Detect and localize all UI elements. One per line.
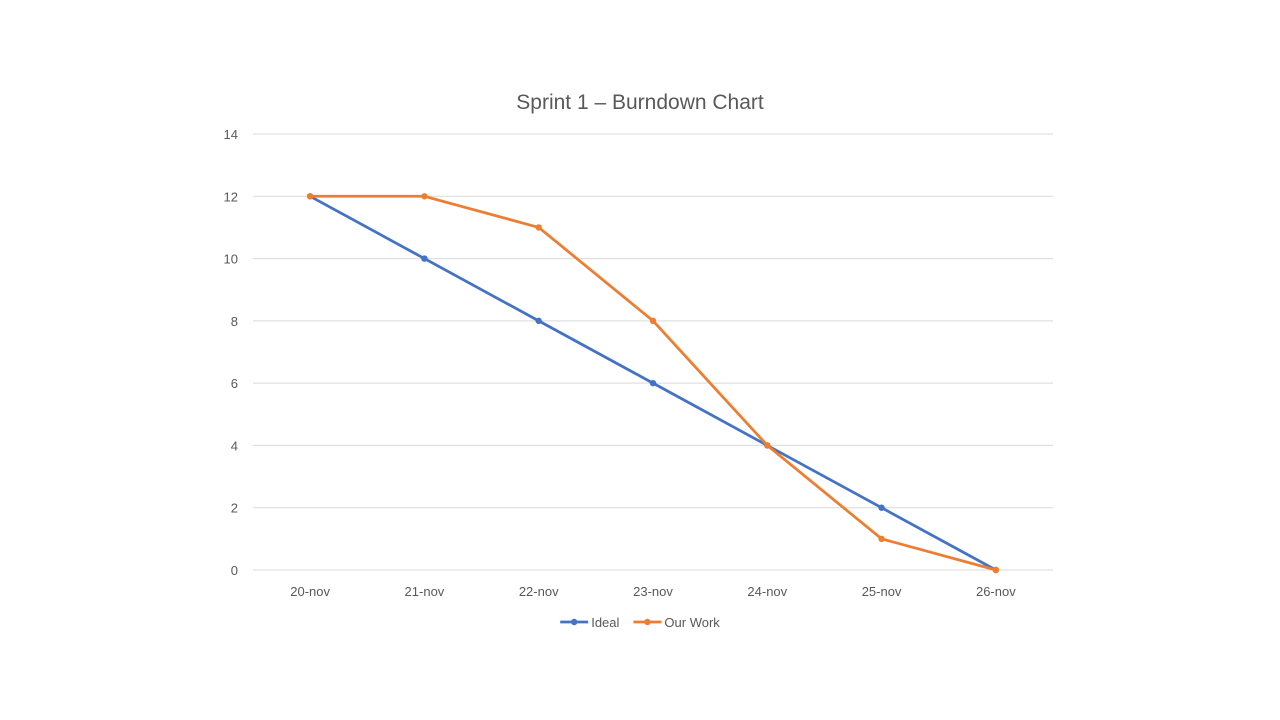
x-tick-label: 21-nov bbox=[405, 584, 445, 599]
x-tick-label: 25-nov bbox=[862, 584, 902, 599]
legend-label: Our Work bbox=[664, 615, 720, 630]
y-tick-label: 4 bbox=[231, 438, 238, 453]
x-axis-tick-labels: 20-nov 21-nov 22-nov 23-nov 24-nov 25-nov 26-n… bbox=[290, 584, 1016, 599]
chart-title: Sprint 1 – Burndown Chart bbox=[516, 91, 764, 114]
x-tick-label: 24-nov bbox=[747, 584, 787, 599]
legend-label: Ideal bbox=[591, 615, 619, 630]
legend: Ideal Our Work bbox=[560, 615, 720, 630]
legend-swatch-marker bbox=[571, 618, 578, 626]
y-tick-label: 8 bbox=[231, 314, 238, 329]
data-point bbox=[421, 193, 428, 200]
data-point bbox=[878, 535, 885, 543]
data-point bbox=[306, 193, 314, 200]
data-point bbox=[649, 379, 657, 387]
x-tick-label: 23-nov bbox=[633, 584, 673, 599]
data-point bbox=[535, 224, 542, 231]
data-point bbox=[878, 504, 885, 511]
y-axis-tick-labels: 0 2 4 6 8 10 12 14 bbox=[224, 127, 238, 578]
data-point bbox=[421, 255, 428, 262]
data-point bbox=[992, 566, 1000, 574]
x-tick-label: 22-nov bbox=[519, 584, 559, 599]
series-our-work bbox=[306, 193, 1000, 574]
data-point bbox=[535, 317, 542, 325]
y-tick-label: 12 bbox=[224, 189, 238, 204]
y-tick-label: 2 bbox=[231, 501, 238, 516]
y-tick-label: 14 bbox=[224, 127, 238, 142]
grid-layer bbox=[253, 133, 1053, 571]
y-tick-label: 6 bbox=[231, 376, 238, 391]
legend-item: Ideal bbox=[560, 615, 620, 630]
y-tick-label: 0 bbox=[231, 563, 238, 578]
data-point bbox=[764, 442, 771, 449]
y-tick-label: 10 bbox=[224, 252, 238, 267]
x-tick-label: 26-nov bbox=[976, 584, 1016, 599]
data-point bbox=[649, 317, 657, 325]
x-tick-label: 20-nov bbox=[290, 584, 330, 599]
legend-swatch-marker bbox=[644, 618, 651, 626]
legend-item: Our Work bbox=[633, 615, 720, 630]
series-layer bbox=[306, 193, 1000, 574]
